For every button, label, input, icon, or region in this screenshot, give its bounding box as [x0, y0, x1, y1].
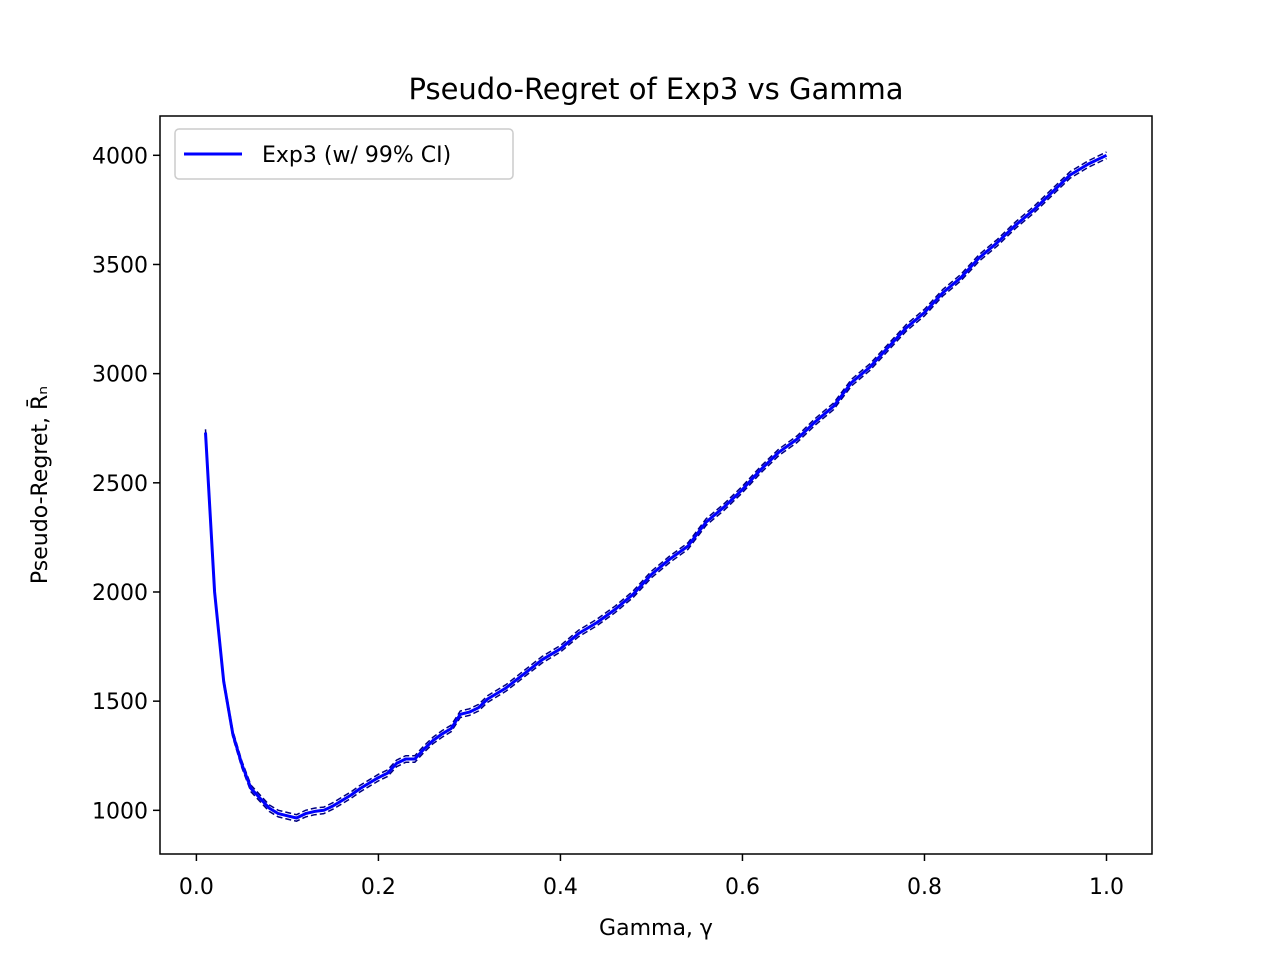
- y-tick-label: 3500: [92, 253, 148, 278]
- plot-area-frame: [159, 115, 1153, 855]
- x-tick-label: 0.6: [725, 875, 760, 900]
- x-tick-label: 0.4: [543, 875, 578, 900]
- y-tick-label: 1000: [92, 799, 148, 824]
- y-tick-label: 3000: [92, 363, 148, 388]
- series-ci-upper-line: [204, 151, 1107, 816]
- x-tick-label: 0.2: [361, 875, 396, 900]
- y-axis-label: Pseudo-Regret, R̄ₙ: [27, 386, 53, 584]
- series-line: [204, 153, 1108, 820]
- y-tick-label: 4000: [92, 144, 148, 169]
- x-tick-label: 0.8: [907, 875, 942, 900]
- chart-title: Pseudo-Regret of Exp3 vs Gamma: [408, 72, 903, 106]
- legend-label: Exp3 (w/ 99% CI): [262, 143, 451, 168]
- legend-box: [174, 128, 514, 180]
- legend: Exp3 (w/ 99% CI): [174, 128, 514, 180]
- x-tick-label: 1.0: [1089, 875, 1124, 900]
- x-tick-label: 0.0: [179, 875, 214, 900]
- x-axis-label: Gamma, γ: [599, 916, 713, 941]
- y-axis-ticks: 1000 1500 2000 2500 3000 3500 4000: [92, 144, 160, 824]
- y-tick-label: 2000: [92, 581, 148, 606]
- y-tick-label: 2500: [92, 472, 148, 497]
- x-axis-ticks: 0.0 0.2 0.4 0.6 0.8 1.0: [179, 854, 1124, 900]
- y-tick-label: 1500: [92, 690, 148, 715]
- series-ci-lower-line: [204, 157, 1107, 822]
- series-layer: [204, 151, 1108, 822]
